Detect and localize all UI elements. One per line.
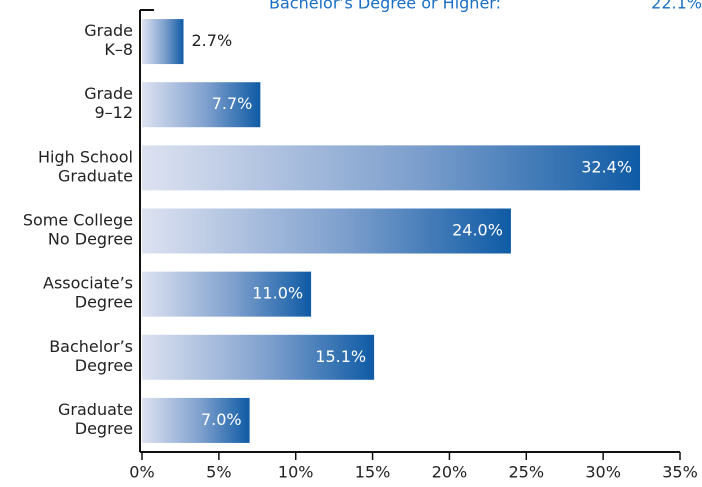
bar: [142, 145, 641, 191]
bar: [142, 334, 375, 380]
y-tick-label: Grade: [84, 21, 133, 40]
bar: [142, 208, 511, 254]
y-tick-label: Grade: [84, 84, 133, 103]
y-tick-label: Associate’s: [43, 274, 133, 293]
value-label: 15.1%: [315, 347, 366, 366]
y-tick-label: High School: [38, 147, 133, 166]
annotation: 22.1%: [651, 0, 702, 13]
value-label: 2.7%: [192, 31, 233, 50]
y-tick-label: Degree: [75, 356, 133, 375]
y-tick-label: 9–12: [94, 103, 133, 122]
x-tick-label: 10%: [278, 463, 314, 482]
x-tick-label: 5%: [206, 463, 231, 482]
value-label: 24.0%: [452, 221, 503, 240]
bar: [142, 271, 312, 317]
bar: [142, 397, 250, 443]
y-tick-label: No Degree: [48, 230, 133, 249]
y-tick-label: K–8: [104, 40, 133, 59]
x-tick-label: 35%: [662, 463, 698, 482]
value-label: 7.0%: [201, 410, 242, 429]
x-tick-label: 20%: [432, 463, 468, 482]
annotation: Bachelor’s Degree or Higher:: [269, 0, 501, 13]
x-tick-label: 0%: [129, 463, 154, 482]
x-tick-label: 25%: [509, 463, 545, 482]
y-tick-label: Some College: [23, 211, 133, 230]
bar: [142, 19, 184, 65]
value-label: 32.4%: [581, 157, 632, 176]
y-tick-label: Bachelor’s: [49, 337, 133, 356]
x-tick-label: 30%: [585, 463, 621, 482]
x-tick-label: 15%: [355, 463, 391, 482]
bar: [142, 82, 261, 128]
value-label: 11.0%: [252, 284, 303, 303]
y-tick-label: Degree: [75, 419, 133, 438]
y-tick-label: Degree: [75, 293, 133, 312]
y-tick-label: Graduate: [58, 400, 133, 419]
value-label: 7.7%: [212, 94, 253, 113]
y-tick-label: Graduate: [58, 166, 133, 185]
